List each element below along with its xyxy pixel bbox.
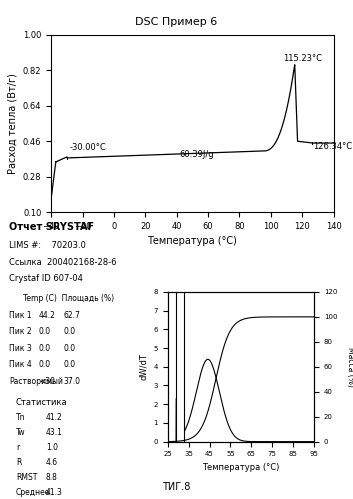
Text: RMST: RMST <box>16 473 37 482</box>
Text: Пик 3: Пик 3 <box>9 344 31 353</box>
Y-axis label: Расход тепла (Вт/г): Расход тепла (Вт/г) <box>7 73 17 174</box>
Text: ΤИГ.8: ΤИГ.8 <box>162 482 191 492</box>
Text: Crystaf ID 607-04: Crystaf ID 607-04 <box>9 274 83 283</box>
Y-axis label: dW/dT: dW/dT <box>139 353 148 380</box>
X-axis label: Температура (°C): Температура (°C) <box>148 237 237 247</box>
Text: r: r <box>16 443 19 452</box>
Text: 0.0: 0.0 <box>64 327 76 336</box>
Text: 126.34°C: 126.34°C <box>313 142 352 151</box>
Text: Статистика: Статистика <box>16 398 67 407</box>
Text: 0.0: 0.0 <box>64 344 76 353</box>
Text: 0.0: 0.0 <box>39 344 51 353</box>
Text: 0.0: 0.0 <box>39 360 51 369</box>
Text: Tw: Tw <box>16 428 25 437</box>
Text: Отчет SRYSTAF: Отчет SRYSTAF <box>9 222 94 232</box>
Text: 4.6: 4.6 <box>46 458 58 467</box>
Text: 8.8: 8.8 <box>46 473 58 482</box>
Text: Tn: Tn <box>16 413 25 422</box>
Text: 44.2: 44.2 <box>39 311 56 320</box>
Text: Temp (C)  Площадь (%): Temp (C) Площадь (%) <box>23 294 114 303</box>
Text: 62.7: 62.7 <box>64 311 80 320</box>
Text: 37.0: 37.0 <box>64 377 80 386</box>
Text: 115.23°C: 115.23°C <box>283 54 322 63</box>
Y-axis label: Масса (%): Масса (%) <box>346 347 353 387</box>
Text: 60.39J/g: 60.39J/g <box>180 150 215 159</box>
Text: Среднее: Среднее <box>16 488 50 497</box>
Text: 41.3: 41.3 <box>46 488 63 497</box>
Text: -30.00°C: -30.00°C <box>70 143 107 152</box>
Text: LIMS #:    70203.0: LIMS #: 70203.0 <box>9 241 86 250</box>
Text: 0.0: 0.0 <box>64 360 76 369</box>
Text: R: R <box>16 458 21 467</box>
Text: 43.1: 43.1 <box>46 428 63 437</box>
Text: Пик 1: Пик 1 <box>9 311 31 320</box>
Text: Пик 2: Пик 2 <box>9 327 31 336</box>
X-axis label: Температура (°C): Температура (°C) <box>202 463 280 472</box>
Text: 0.0: 0.0 <box>39 327 51 336</box>
Text: Ссылка  200402168-28-6: Ссылка 200402168-28-6 <box>9 258 116 267</box>
Text: 1.0: 1.0 <box>46 443 58 452</box>
Text: 41.2: 41.2 <box>46 413 62 422</box>
Text: <30: <30 <box>39 377 55 386</box>
Bar <box>176 292 184 442</box>
Text: Пик 4: Пик 4 <box>9 360 31 369</box>
Text: Растворимый: Растворимый <box>9 377 63 386</box>
Text: DSC Пример 6: DSC Пример 6 <box>135 17 218 27</box>
